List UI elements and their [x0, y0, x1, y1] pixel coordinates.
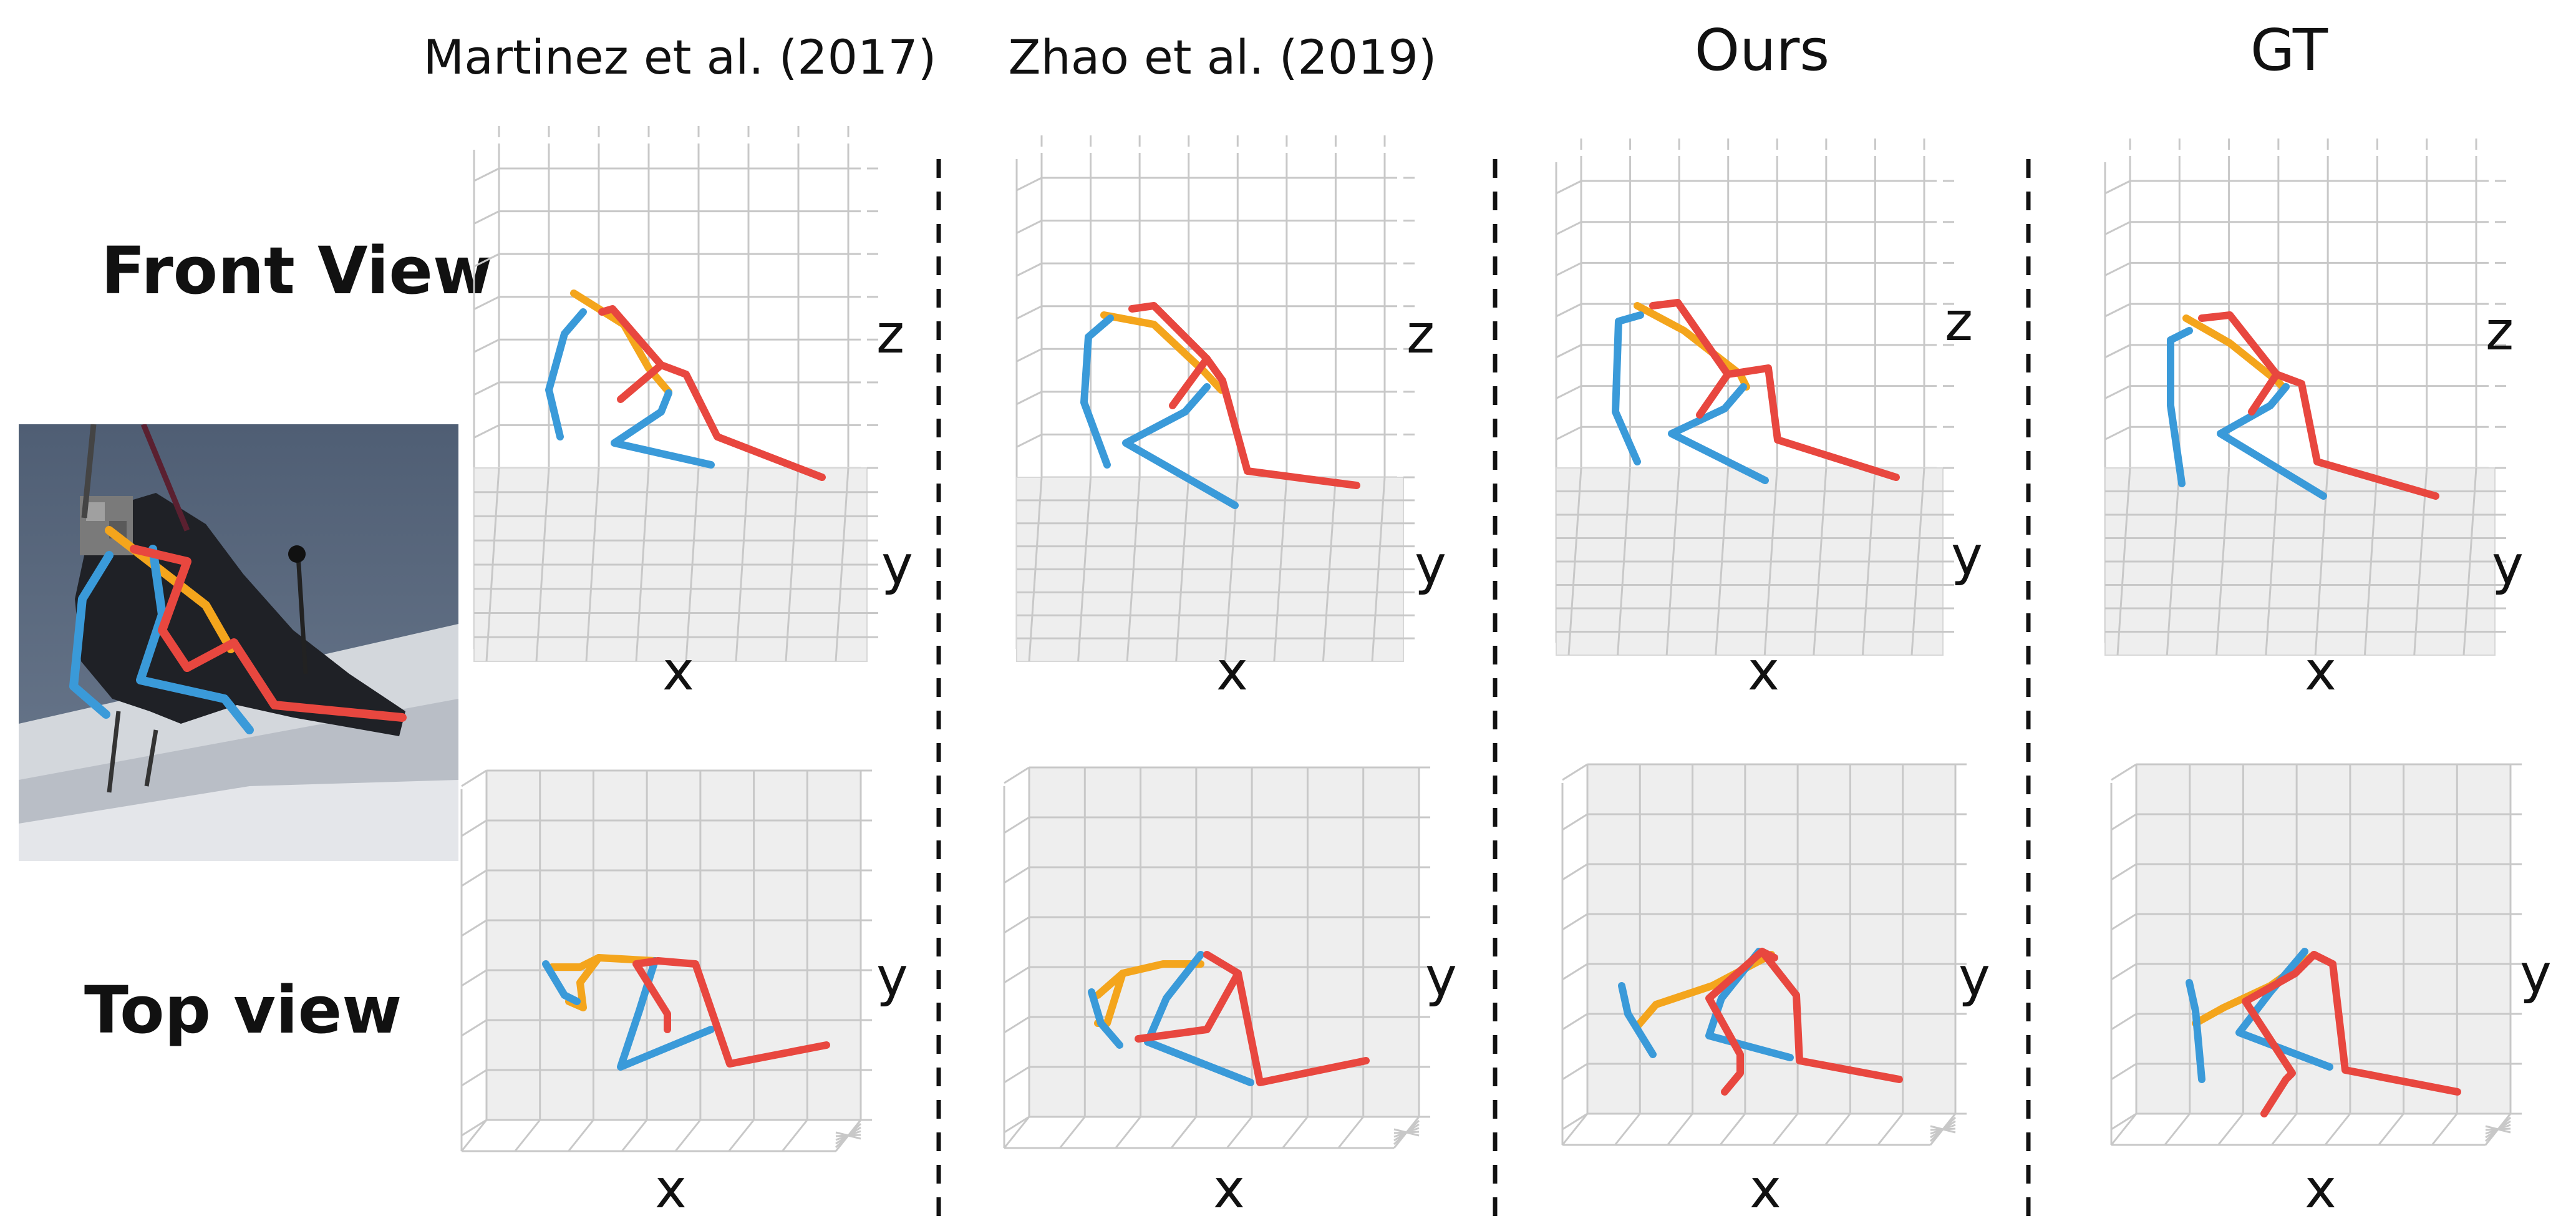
axis-label-z-zhao: z	[1407, 303, 1435, 366]
spine-bone	[1094, 960, 1204, 999]
right-limb-bone	[1724, 364, 1900, 481]
skeleton-ours-top	[1618, 948, 1903, 1096]
axis-label-x-top-ours: x	[1750, 1158, 1781, 1220]
right-limb-bone	[654, 957, 830, 1068]
row-label-top: Top view	[84, 972, 402, 1048]
axis-label-y-zhao: y	[1415, 534, 1446, 596]
left-limb-bone	[545, 308, 587, 440]
right-limb-bone	[1128, 302, 1211, 409]
axis-label-x-top-zhao: x	[1213, 1158, 1245, 1220]
right-limb-bone	[2273, 371, 2439, 500]
axis-label-y-top-gt: y	[2520, 943, 2552, 1005]
right-limb-bone	[598, 305, 665, 403]
front-view-plot-martinez	[473, 126, 878, 662]
right-limb-bone	[1135, 951, 1242, 1043]
skeleton-martinez-front	[545, 290, 826, 481]
skeleton-ours-front	[1612, 299, 1900, 484]
right-limb-bone	[2198, 311, 2280, 416]
row-label-front: Front View	[101, 233, 493, 309]
left-limb-bone	[1088, 988, 1123, 1049]
left-limb-bone	[2167, 327, 2193, 487]
input-photo	[19, 424, 458, 861]
axis-label-y-top-zhao: y	[1425, 946, 1457, 1008]
spine-bone	[548, 954, 659, 971]
left-limb-bone	[1618, 982, 1657, 1058]
front-view-plot-gt	[2104, 139, 2506, 656]
front-view-plot-zhao	[1015, 135, 1415, 662]
column-title-gt: GT	[2250, 17, 2328, 84]
axis-label-y-ours: y	[1951, 525, 1983, 587]
column-title-ours: Ours	[1695, 17, 1829, 84]
axis-label-x-zhao: x	[1216, 640, 1248, 703]
front-view-plot-ours	[1555, 139, 1954, 656]
left-limb-bone	[1668, 383, 1769, 484]
axis-label-x-ours: x	[1748, 640, 1779, 703]
skeleton-zhao-front	[1080, 302, 1360, 509]
left-limb-bone	[1080, 314, 1114, 469]
spine-bone	[1100, 311, 1225, 394]
axis-label-x-top-martinez: x	[655, 1158, 687, 1220]
skeleton-gt-front	[2167, 311, 2439, 500]
right-limb-bone	[1758, 948, 1903, 1083]
axis-label-z-martinez: z	[876, 303, 904, 366]
axis-label-y-top-ours: y	[1959, 946, 1990, 1008]
column-title-zhao: Zhao et al. (2019)	[1009, 29, 1437, 85]
right-limb-bone	[2310, 951, 2461, 1096]
axis-label-y-top-martinez: y	[876, 946, 908, 1008]
left-limb-bone	[542, 960, 581, 1005]
right-limb-bone	[1234, 970, 1370, 1086]
right-limb-bone	[1649, 299, 1731, 419]
axis-label-y-martinez: y	[881, 534, 913, 596]
axis-label-x-martinez: x	[662, 640, 694, 703]
axis-label-z-ours: z	[1945, 291, 1973, 353]
skeleton-zhao-top	[1088, 951, 1370, 1086]
axis-label-x-gt: x	[2305, 640, 2336, 703]
spine-bone	[570, 290, 672, 396]
panels	[460, 126, 2522, 1152]
left-limb-bone	[2186, 979, 2206, 1083]
top-view-plot-zhao	[1003, 766, 1430, 1149]
skeleton-gt-top	[2186, 948, 2461, 1117]
left-limb-bone	[1144, 951, 1254, 1086]
right-limb-bone	[2242, 951, 2318, 1117]
skeleton-martinez-top	[542, 954, 830, 1071]
right-limb-bone	[657, 361, 826, 481]
left-limb-bone	[2217, 383, 2327, 500]
spine-bone	[2182, 314, 2287, 391]
left-limb-bone	[611, 389, 715, 469]
left-limb-bone	[1122, 383, 1239, 509]
axis-label-y-gt: y	[2492, 534, 2524, 596]
right-limb-bone	[1203, 355, 1360, 489]
axis-label-x-top-gt: x	[2305, 1158, 2336, 1220]
column-title-martinez: Martinez et al. (2017)	[424, 29, 937, 85]
axis-label-z-gt: z	[2486, 300, 2514, 362]
left-limb-bone	[1612, 311, 1644, 465]
right-limb-bone	[632, 957, 671, 1033]
